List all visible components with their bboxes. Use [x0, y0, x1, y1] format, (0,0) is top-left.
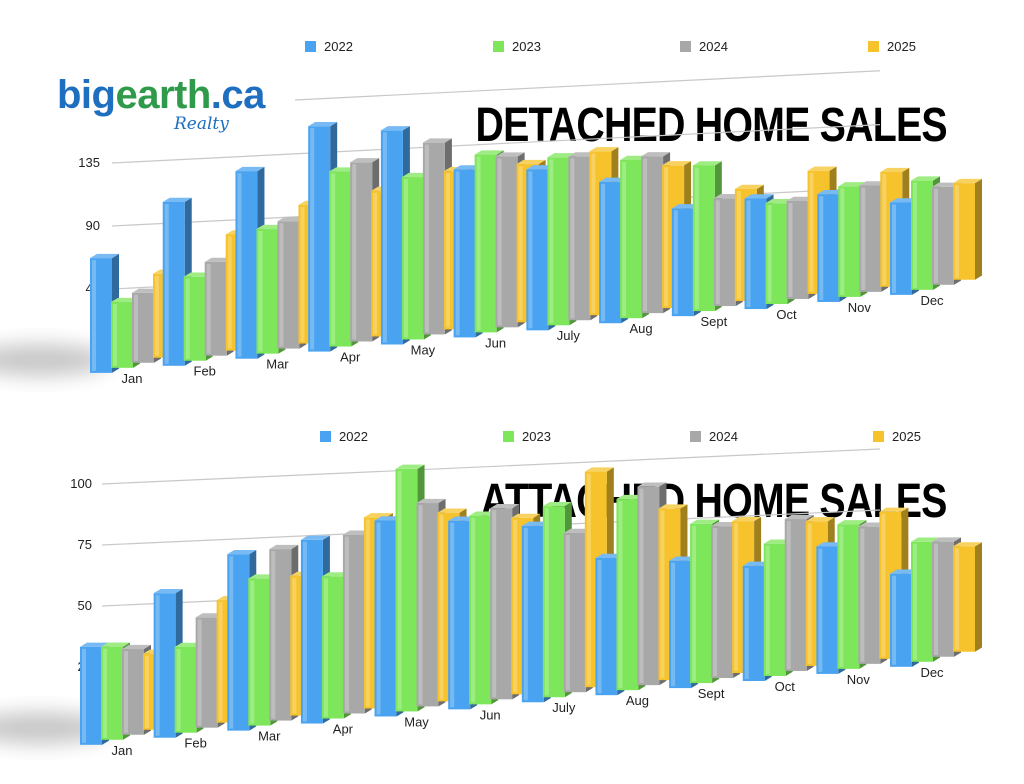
category-label: Dec: [920, 293, 944, 308]
y-tick-label: 75: [78, 537, 92, 552]
category-label: Aug: [630, 321, 653, 336]
gridline: [111, 124, 881, 164]
bar: [953, 178, 982, 280]
category-label: Mar: [266, 357, 289, 372]
category-label: Nov: [847, 672, 871, 687]
legend-label: 2023: [522, 429, 551, 444]
logo-earth: earth: [115, 73, 211, 117]
legend-swatch: [503, 431, 514, 442]
legend-swatch: [680, 41, 691, 52]
category-label: Oct: [775, 679, 796, 694]
legend-swatch: [873, 431, 884, 442]
legend-label: 2024: [699, 39, 728, 54]
category-label: Aug: [626, 693, 649, 708]
legend-label: 2022: [324, 39, 353, 54]
category-label: Apr: [333, 721, 354, 736]
y-tick-label: 50: [78, 598, 92, 613]
category-label: Sept: [700, 314, 727, 329]
category-label: Jan: [122, 371, 143, 386]
category-label: Oct: [776, 307, 797, 322]
category-label: Jun: [480, 707, 501, 722]
chart-attached: 02550751002022202320242025JanFebMarAprMa…: [0, 429, 982, 758]
legend-swatch: [690, 431, 701, 442]
category-label: Jan: [112, 743, 133, 758]
category-label: Nov: [848, 300, 872, 315]
logo-big: big: [57, 73, 116, 117]
category-label: Apr: [340, 350, 361, 365]
bar: [953, 542, 982, 652]
logo-subtitle: Realty: [174, 114, 229, 134]
category-label: May: [411, 342, 436, 357]
category-label: July: [552, 700, 576, 715]
category-label: Feb: [194, 364, 216, 379]
y-tick-label: 135: [78, 155, 100, 170]
legend-swatch: [868, 41, 879, 52]
category-label: Mar: [258, 729, 281, 744]
y-tick-label: 100: [70, 476, 92, 491]
logo-wordmark: bigearth.ca: [57, 72, 265, 118]
category-label: Dec: [920, 665, 944, 680]
legend-label: 2022: [339, 429, 368, 444]
category-label: Jun: [485, 335, 506, 350]
legend-swatch: [493, 41, 504, 52]
category-label: Sept: [698, 686, 725, 701]
legend-label: 2025: [892, 429, 921, 444]
gridline: [101, 448, 881, 485]
logo: bigearth.ca Realty: [57, 72, 297, 142]
legend-label: 2023: [512, 39, 541, 54]
legend-label: 2025: [887, 39, 916, 54]
category-label: May: [404, 714, 429, 729]
legend-swatch: [305, 41, 316, 52]
legend-swatch: [320, 431, 331, 442]
category-label: July: [557, 328, 581, 343]
gridline: [294, 70, 881, 101]
floor-shadow: [0, 344, 110, 376]
legend-label: 2024: [709, 429, 738, 444]
logo-ca: .ca: [210, 73, 266, 117]
y-tick-label: 90: [86, 218, 100, 233]
chart-detached: 045901352022202320242025JanFebMarAprMayJ…: [0, 39, 982, 386]
category-label: Feb: [184, 736, 206, 751]
